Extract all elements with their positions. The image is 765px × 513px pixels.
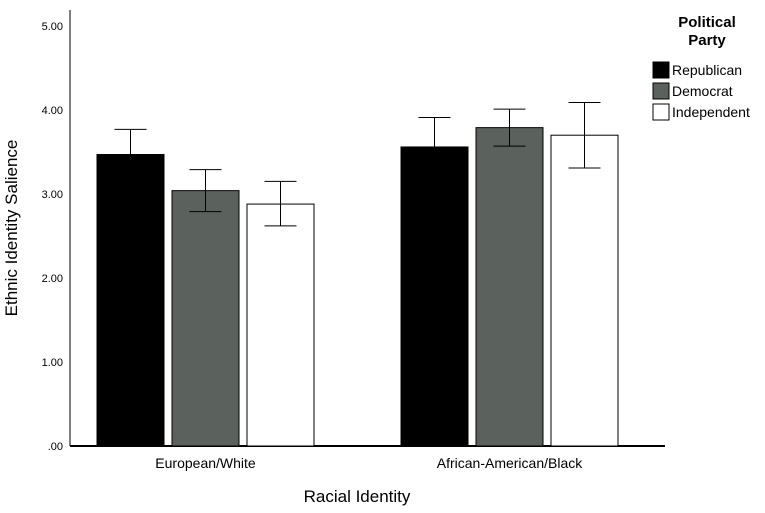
category-label: European/White bbox=[155, 455, 256, 471]
x-axis-title: Racial Identity bbox=[304, 487, 411, 506]
y-tick-label: 3.00 bbox=[42, 189, 63, 201]
legend-title: Political Party bbox=[678, 14, 736, 49]
legend-label: Republican bbox=[672, 62, 742, 78]
error-bars bbox=[114, 101, 601, 227]
legend-title-line: Political bbox=[678, 14, 736, 31]
category-label: African-American/Black bbox=[437, 455, 583, 471]
legend-label: Democrat bbox=[672, 83, 733, 99]
legend-swatch bbox=[652, 61, 670, 79]
bar bbox=[400, 146, 469, 447]
legend-swatch bbox=[652, 103, 670, 121]
legend-title-line: Party bbox=[688, 32, 726, 49]
bar bbox=[96, 154, 165, 447]
y-tick-label: 5.00 bbox=[42, 21, 63, 33]
bars bbox=[96, 127, 619, 447]
y-tick-label: 1.00 bbox=[42, 357, 63, 369]
y-tick-label: 2.00 bbox=[42, 273, 63, 285]
y-tick-label: .00 bbox=[48, 441, 63, 453]
y-ticks: .00 1.00 2.00 3.00 4.00 5.00 bbox=[42, 21, 63, 453]
bar bbox=[246, 203, 315, 447]
bar bbox=[550, 134, 619, 447]
category-labels: European/White African-American/Black bbox=[155, 455, 583, 471]
legend-swatch bbox=[652, 82, 670, 100]
bar bbox=[171, 190, 240, 447]
legend-items: Republican Democrat Independent bbox=[652, 61, 750, 121]
legend-label: Independent bbox=[672, 104, 750, 120]
legend: Political Party Republican Democrat Indepen… bbox=[652, 14, 750, 121]
y-axis-title: Ethnic Identity Salience bbox=[2, 140, 21, 317]
y-tick-label: 4.00 bbox=[42, 105, 63, 117]
bar bbox=[475, 127, 544, 447]
